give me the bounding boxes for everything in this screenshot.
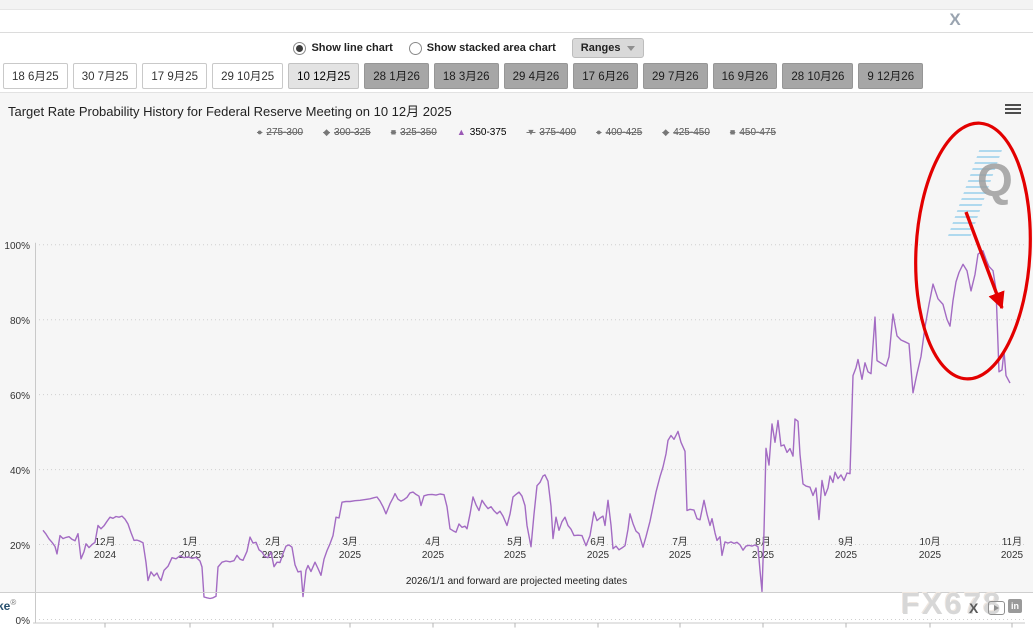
stacked-area-radio[interactable] (408, 41, 422, 55)
legend-label: 450-475 (739, 127, 777, 138)
line-chart-radio[interactable] (293, 41, 307, 55)
square-marker-icon: ■ (390, 127, 397, 137)
chart-footnote: 2026/1/1 and forward are projected meeti… (405, 576, 628, 587)
legend-item-275-300[interactable]: ● 275-300 (257, 127, 303, 138)
legend-item-375-400[interactable]: ▼ 375-400 (527, 127, 577, 138)
red-arrow-annotation (964, 211, 1005, 310)
chart-menu-icon[interactable] (1005, 104, 1021, 116)
x-tick-2月-2025: 2月 2025 (261, 537, 285, 561)
meeting-tab-30-7月25[interactable]: 30 7月25 (72, 63, 138, 89)
meeting-tab-9-12月26[interactable]: 9 12月26 (858, 63, 924, 89)
meeting-tab-28-10月26[interactable]: 28 10月26 (782, 63, 854, 89)
y-tick-60%: 60% (9, 390, 30, 402)
meeting-tab-29-10月25[interactable]: 29 10月25 (212, 63, 284, 89)
x-tick-6月-2025: 6月 2025 (586, 537, 610, 561)
chart-mode-controls: Show line chart Show stacked area chart … (0, 38, 985, 58)
x-tick-9月-2025: 9月 2025 (834, 537, 858, 561)
triangle-up-marker-icon: ▲ (456, 127, 466, 137)
meeting-tab-29-7月26[interactable]: 29 7月26 (642, 63, 708, 89)
meeting-tab-17-9月25[interactable]: 17 9月25 (142, 63, 208, 89)
legend-label: 375-400 (539, 127, 577, 138)
meeting-tab-16-9月26[interactable]: 16 9月26 (712, 63, 778, 89)
circle-marker-icon: ● (256, 127, 263, 137)
legend-label: 425-450 (673, 127, 710, 138)
y-tick-20%: 20% (9, 540, 30, 552)
red-ellipse-annotation (914, 121, 1032, 381)
line-chart-radio-option[interactable]: Show line chart (293, 41, 393, 55)
top-strip (0, 0, 1033, 10)
chart-widget: Target Rate Probability History for Fede… (0, 92, 1033, 627)
y-tick-0%: 0% (15, 615, 30, 627)
meeting-tab-17-6月26[interactable]: 17 6月26 (573, 63, 638, 89)
triangle-down-marker-icon: ▼ (526, 127, 536, 137)
legend-label: 300-325 (334, 127, 371, 138)
fx678-watermark: FX678 (901, 586, 1003, 621)
meeting-tab-10-12月25[interactable]: 10 12月25 (288, 63, 360, 89)
chart-title: Target Rate Probability History for Fede… (8, 104, 452, 119)
circle-marker-icon: ● (596, 127, 602, 137)
x-tick-12月-2024: 12月 2024 (93, 537, 117, 561)
line-chart-radio-label: Show line chart (311, 42, 393, 54)
legend-item-425-450[interactable]: ◆ 425-450 (662, 127, 710, 138)
ranges-dropdown[interactable]: Ranges (571, 38, 644, 58)
x-tick-3月-2025: 3月 2025 (338, 537, 362, 561)
series-350-375-line (42, 250, 1011, 600)
legend-item-325-350[interactable]: ■ 325-350 (391, 127, 437, 138)
x-tick-11月-2025: 11月 2025 (1000, 537, 1024, 561)
legend-item-400-425[interactable]: ● 400-425 (596, 127, 642, 138)
legend-item-450-475[interactable]: ■ 450-475 (730, 127, 776, 138)
y-tick-40%: 40% (9, 465, 30, 477)
diamond-marker-icon: ◆ (323, 127, 331, 137)
stacked-area-radio-option[interactable]: Show stacked area chart (408, 41, 556, 55)
x-social-icon: X (969, 600, 979, 616)
meeting-date-tabs: 18 6月25 30 7月25 17 9月25 29 10月25 10 12月25 28 … (3, 63, 924, 89)
chart-legend: ● 275-300 ◆ 300-325 ■ 325-350 ▲ 350-375 ▼ 375-400… (0, 127, 1033, 138)
legend-item-350-375[interactable]: ▲ 350-375 (457, 127, 507, 138)
chevron-down-icon (626, 45, 635, 51)
x-tick-1月-2025: 1月 2025 (178, 537, 202, 561)
red-annotations (914, 121, 1032, 381)
y-tick-80%: 80% (9, 315, 30, 327)
axes (33, 242, 1025, 628)
stacked-area-radio-label: Show stacked area chart (426, 42, 556, 54)
gridlines (35, 244, 1025, 620)
square-marker-icon: ■ (729, 127, 736, 137)
close-icon[interactable]: X (949, 10, 961, 29)
ranges-dropdown-label: Ranges (580, 42, 621, 54)
diamond-marker-icon: ◆ (662, 127, 670, 137)
meeting-tab-29-4月26[interactable]: 29 4月26 (503, 63, 569, 89)
q-watermark: Q (977, 154, 1013, 206)
x-tick-5月-2025: 5月 2025 (503, 537, 527, 561)
meeting-tab-18-3月26[interactable]: 18 3月26 (433, 63, 499, 89)
x-tick-7月-2025: 7月 2025 (668, 537, 692, 561)
bottom-divider (0, 592, 1033, 593)
legend-label: 275-300 (266, 127, 304, 138)
x-tick-10月-2025: 10月 2025 (918, 537, 942, 561)
x-tick-4月-2025: 4月 2025 (421, 537, 445, 561)
video-social-icon (988, 601, 1005, 615)
linkedin-social-icon: in (1008, 599, 1022, 613)
legend-label: 400-425 (605, 127, 643, 138)
y-tick-100%: 100% (4, 240, 30, 252)
corner-logo: ke® (0, 598, 17, 613)
meeting-tab-18-6月25[interactable]: 18 6月25 (3, 63, 68, 89)
legend-item-300-325[interactable]: ◆ 300-325 (323, 127, 371, 138)
header-divider (0, 32, 1033, 33)
probability-polyline (42, 250, 1011, 600)
meeting-tab-28-1月26[interactable]: 28 1月26 (364, 63, 429, 89)
legend-label: 350-375 (469, 127, 507, 138)
legend-label: 325-350 (400, 127, 437, 138)
